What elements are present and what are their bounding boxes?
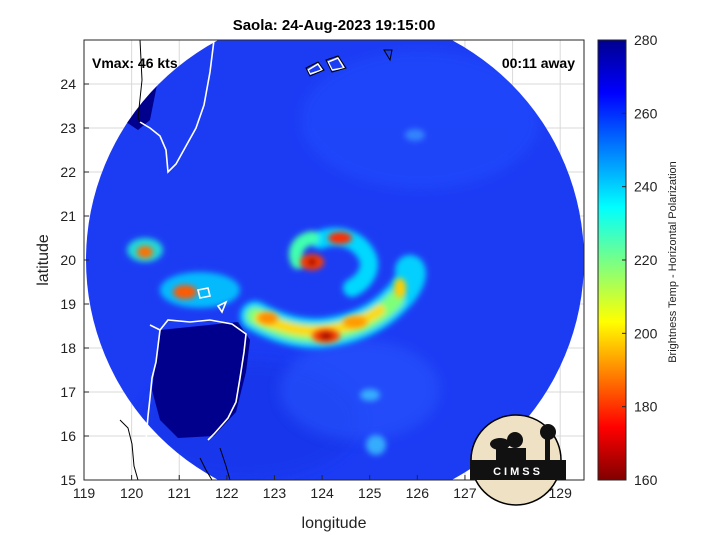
x-tick-label: 124	[310, 485, 334, 501]
y-tick-label: 15	[60, 472, 76, 488]
x-tick-label: 125	[358, 485, 382, 501]
x-ticks: 119120121122123124125126127128129	[73, 475, 572, 501]
y-ticks: 15 16 17 18 19 20 21 22 23 24	[60, 76, 89, 488]
x-tick-label: 127	[453, 485, 477, 501]
colorbar-tick-label: 220	[634, 252, 658, 268]
colorbar-gradient	[597, 39, 627, 481]
x-tick-label: 122	[215, 485, 239, 501]
plot-area: 119120121122123124125126127128129 151617…	[60, 39, 585, 501]
y-tick-label: 16	[60, 428, 76, 444]
figure-title: Saola: 24-Aug-2023 19:15:00	[233, 17, 436, 34]
colorbar-tick-label: 240	[634, 179, 658, 195]
y-tick-label: 19	[60, 296, 76, 312]
convective-cores	[137, 232, 406, 343]
y-tick-label: 17	[60, 384, 76, 400]
logo-text: CIMSS	[493, 466, 543, 478]
coastlines-outside	[119, 40, 393, 480]
x-tick-label: 126	[406, 485, 430, 501]
colorbar-label: Brightness Temp - Horizontal Polarizatio…	[667, 161, 679, 363]
x-tick-label: 119	[73, 485, 96, 501]
colorbar-tick-label: 200	[634, 325, 658, 341]
y-tick-label: 21	[60, 208, 76, 224]
y-tick-label: 24	[60, 76, 76, 92]
y-tick-label: 22	[60, 164, 76, 180]
colorbar: 160 180 200 220 240 260 280 Brightness Temp - …	[597, 32, 679, 488]
coastlines	[139, 40, 346, 441]
colorbar-ticks: 160 180 200 220 240 260 280	[622, 32, 658, 488]
y-axis-label: latitude	[35, 234, 52, 286]
colorbar-tick-label: 180	[634, 399, 658, 415]
y-tick-label: 18	[60, 340, 76, 356]
colorbar-tick-label: 280	[634, 32, 658, 48]
x-tick-label: 121	[168, 485, 192, 501]
x-axis-label: longitude	[302, 515, 367, 532]
x-tick-label: 129	[549, 485, 573, 501]
colorbar-tick-label: 160	[634, 472, 658, 488]
time-away-label: 00:11 away	[502, 55, 575, 71]
x-tick-label: 120	[120, 485, 144, 501]
y-tick-label: 20	[60, 252, 76, 268]
y-tick-label: 23	[60, 120, 76, 136]
colorbar-tick-label: 260	[634, 105, 658, 121]
brightness-swath	[86, 40, 584, 480]
vmax-label: Vmax: 46 kts	[92, 55, 178, 71]
cimss-logo: CIMSS	[470, 414, 566, 506]
x-tick-label: 123	[263, 485, 287, 501]
